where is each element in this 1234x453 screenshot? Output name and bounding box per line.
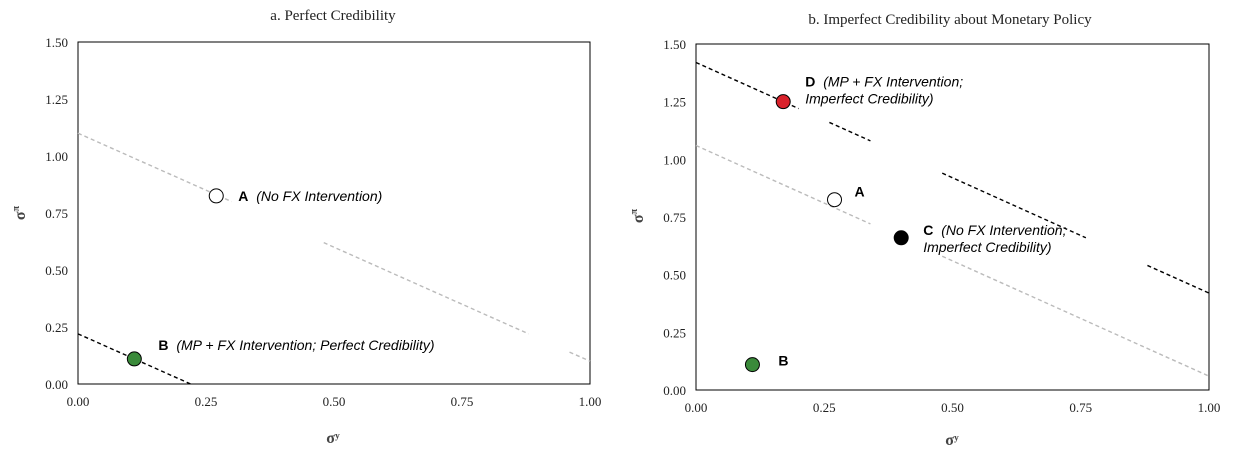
panel-b-point-label-c: C: [923, 222, 933, 238]
panel-a-trend-line-0: [569, 351, 591, 362]
panel-a-y-tick-label: 1.50: [45, 35, 68, 50]
panel-b-x-tick-label: 1.00: [1198, 400, 1221, 415]
panel-b-trend-line-1: [1147, 264, 1210, 294]
panel-b-y-tick-label: 0.00: [663, 383, 686, 398]
panel-b-point-label-a: A: [855, 184, 865, 200]
panel-b-point-annotation-d: (MP + FX Intervention; Imperfect Credibil…: [805, 74, 963, 107]
panel-a-point-label-b: B: [158, 337, 168, 353]
panel-b-x-axis-label: σʸ: [945, 432, 959, 449]
panel-a: a. Perfect Credibility σʸ σπ 0.00 0.25 0.5…: [11, 8, 601, 447]
panel-b-y-tick-label: 1.50: [663, 37, 686, 52]
panel-a-x-tick-label: 0.00: [67, 394, 90, 409]
panel-a-y-tick-label: 1.25: [45, 92, 68, 107]
panel-a-x-axis-label: σʸ: [326, 430, 340, 447]
panel-a-x-tick-label: 0.50: [323, 394, 346, 409]
panel-a-y-axis-label: σπ: [11, 205, 29, 220]
panel-b-trend-line-1: [829, 121, 871, 142]
panel-b-title: b. Imperfect Credibility about Monetary …: [808, 12, 1092, 28]
panel-b-plot-frame: [695, 43, 1210, 391]
panel-b-y-tick-label: 0.25: [663, 325, 686, 340]
panel-a-point-annotation-b: (MP + FX Intervention; Perfect Credibili…: [176, 337, 434, 353]
panel-a-y-tick-label: 0.75: [45, 206, 68, 221]
panel-b: b. Imperfect Credibility about Monetary …: [629, 12, 1220, 449]
svg-text:σπ: σπ: [629, 208, 647, 223]
panel-b-point-c: [893, 230, 909, 246]
panel-b-trend-line-1: [941, 172, 1087, 239]
panel-b-x-tick-label: 0.00: [685, 400, 708, 415]
svg-text:σπ: σπ: [11, 205, 29, 220]
panel-a-point-a: [208, 188, 224, 204]
panel-a-y-tick-label: 1.00: [45, 149, 68, 164]
panel-a-x-tick-label: 0.75: [451, 394, 474, 409]
panel-b-x-tick-label: 0.50: [941, 400, 964, 415]
panel-a-title: a. Perfect Credibility: [270, 8, 396, 24]
panel-a-x-tick-label: 0.25: [195, 394, 218, 409]
panel-b-point-b: [744, 357, 760, 373]
panel-b-x-tick-label: 0.25: [813, 400, 836, 415]
panel-a-point-label-a: A: [238, 188, 248, 204]
panel-a-point-annotation-a: (No FX Intervention): [256, 188, 382, 204]
panel-b-point-a: [827, 192, 843, 208]
panel-b-point-label-d: D: [805, 74, 815, 90]
panel-b-point-label-b: B: [778, 353, 788, 369]
panel-a-y-tick-label: 0.00: [45, 377, 68, 392]
panel-a-point-b: [126, 351, 142, 367]
panel-b-y-tick-label: 1.25: [663, 95, 686, 110]
panel-a-trend-line-0: [77, 132, 232, 203]
panel-b-point-annotation-c: (No FX Intervention; Imperfect Credibilit…: [923, 222, 1066, 255]
panel-b-point-d: [775, 94, 791, 110]
panel-b-trend-line-0: [941, 255, 1210, 377]
panel-b-y-tick-label: 0.50: [663, 268, 686, 283]
panel-b-y-tick-label: 0.75: [663, 210, 686, 225]
panel-a-plot-frame: [77, 41, 591, 385]
panel-a-x-tick-label: 1.00: [579, 394, 602, 409]
panel-b-y-tick-label: 1.00: [663, 152, 686, 167]
panel-b-x-tick-label: 0.75: [1069, 400, 1092, 415]
panel-b-y-axis-label: σπ: [629, 208, 647, 223]
panel-a-y-tick-label: 0.50: [45, 263, 68, 278]
panel-a-trend-line-0: [323, 242, 529, 335]
panel-b-trend-line-0: [695, 144, 871, 225]
panel-a-y-tick-label: 0.25: [45, 320, 68, 335]
